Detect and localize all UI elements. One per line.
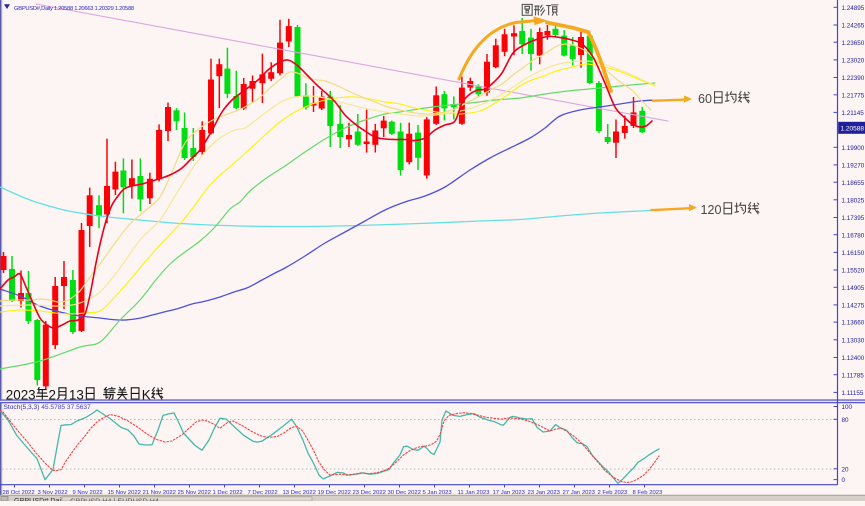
svg-text:1.16150: 1.16150 <box>842 250 865 257</box>
svg-text:20: 20 <box>842 466 850 473</box>
svg-text:60: 60 <box>698 92 712 106</box>
svg-text:GBPUSD#,Daily 1.20588 1.20663: GBPUSD#,Daily 1.20588 1.20663 1.20329 1.… <box>14 6 134 12</box>
svg-text:Stoch(5,3,3) 45.5785 37.5637: Stoch(5,3,3) 45.5785 37.5637 <box>4 404 92 411</box>
svg-text:1.15520: 1.15520 <box>842 268 865 275</box>
svg-text:1.22390: 1.22390 <box>842 75 865 82</box>
svg-text:1.20588: 1.20588 <box>841 125 865 132</box>
svg-text:1.11785: 1.11785 <box>842 372 865 379</box>
svg-text:1.14275: 1.14275 <box>842 303 865 310</box>
svg-text:1.11155: 1.11155 <box>842 390 864 397</box>
svg-text:80: 80 <box>842 417 850 424</box>
svg-text:1.21145: 1.21145 <box>842 110 865 117</box>
svg-text:100: 100 <box>842 404 853 411</box>
svg-text:1.13660: 1.13660 <box>842 320 865 327</box>
svg-text:GBPUSD,H4 | EURUSD,H4: GBPUSD,H4 | EURUSD,H4 <box>70 497 159 502</box>
svg-text:1.13030: 1.13030 <box>842 337 865 344</box>
svg-text:1.23020: 1.23020 <box>842 58 865 65</box>
svg-text:1.19900: 1.19900 <box>842 145 865 152</box>
svg-text:1.19270: 1.19270 <box>842 163 865 170</box>
svg-text:1.18655: 1.18655 <box>842 180 865 187</box>
svg-text:1.18025: 1.18025 <box>842 197 865 204</box>
svg-text:1.17395: 1.17395 <box>842 215 865 222</box>
svg-text:1.12400: 1.12400 <box>842 355 865 362</box>
svg-text:120: 120 <box>701 203 722 217</box>
svg-text:1.24895: 1.24895 <box>842 5 865 12</box>
svg-text:GBPUSD#,Daily: GBPUSD#,Daily <box>14 496 67 501</box>
svg-text:1.16780: 1.16780 <box>842 232 865 239</box>
svg-text:1.21775: 1.21775 <box>842 92 865 99</box>
svg-text:0: 0 <box>842 477 846 484</box>
svg-text:1.14905: 1.14905 <box>842 285 865 292</box>
svg-text:1.23650: 1.23650 <box>842 40 865 47</box>
svg-text:1.24265: 1.24265 <box>842 23 865 30</box>
